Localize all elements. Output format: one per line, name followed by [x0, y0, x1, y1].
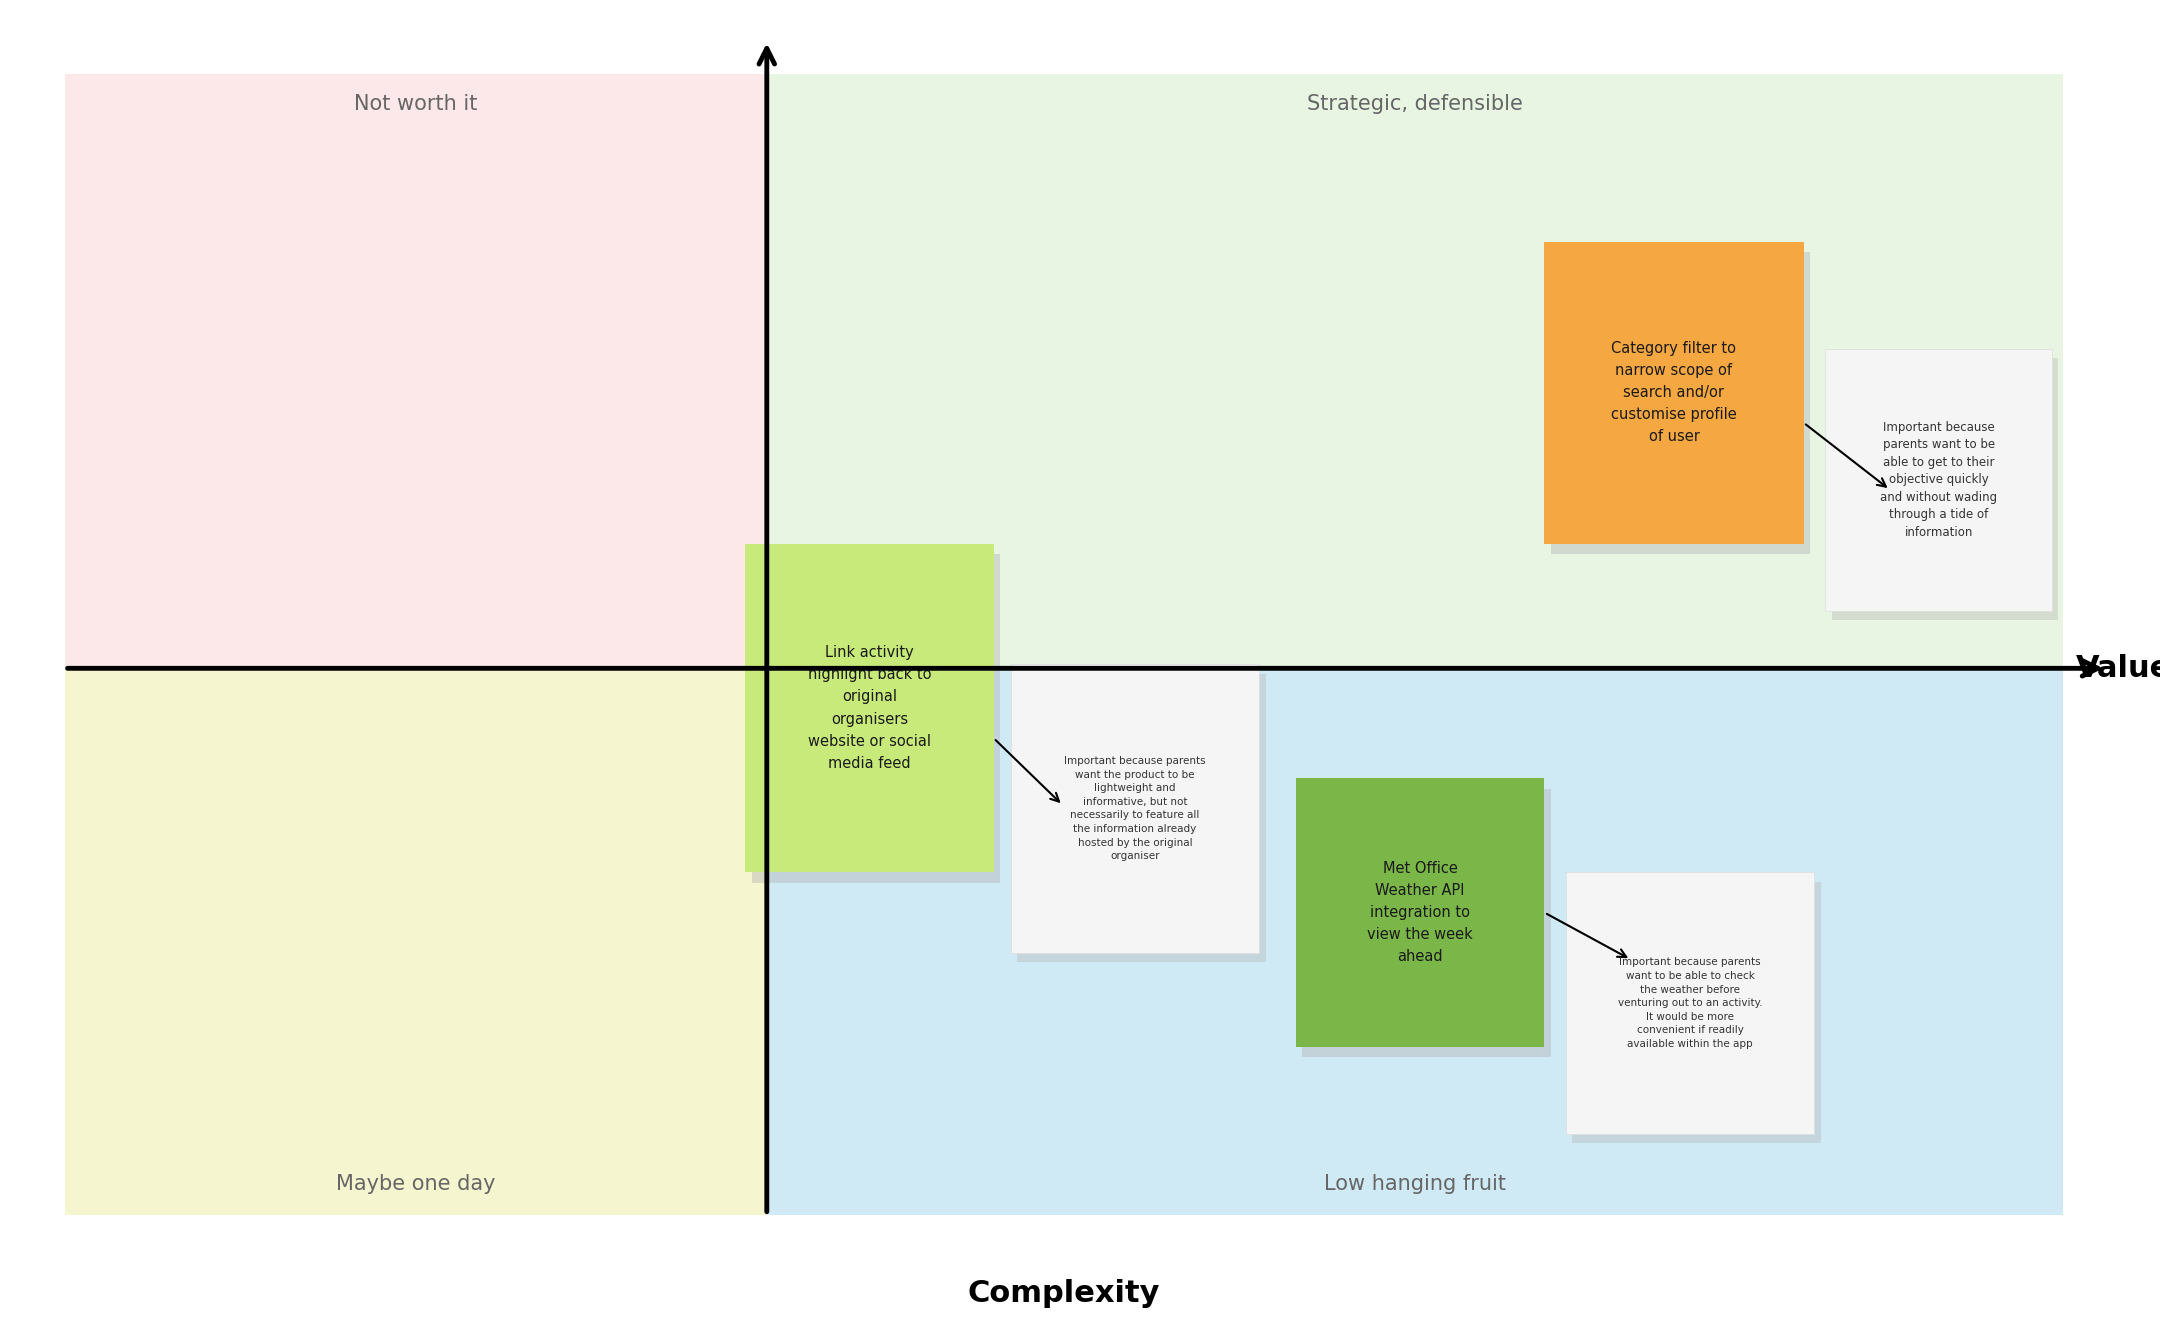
Bar	[1302, 789, 1551, 1057]
Text: Met Office
Weather API
integration to
view the week
ahead: Met Office Weather API integration to vi…	[1367, 860, 1473, 965]
Text: Important because parents
want the product to be
lightweight and
informative, bu: Important because parents want the produ…	[1065, 756, 1205, 862]
Text: Important because
parents want to be
able to get to their
objective quickly
and : Important because parents want to be abl…	[1879, 421, 1998, 538]
Text: Strategic, defensible: Strategic, defensible	[1307, 94, 1523, 114]
Bar	[1017, 674, 1266, 962]
Bar	[1544, 242, 1804, 544]
Text: Complexity: Complexity	[968, 1279, 1160, 1308]
Bar	[1572, 882, 1821, 1143]
Bar	[1551, 252, 1810, 554]
Text: Low hanging fruit: Low hanging fruit	[1324, 1174, 1506, 1194]
Bar	[1011, 664, 1259, 953]
Bar	[752, 554, 1000, 883]
Text: Important because parents
want to be able to check
the weather before
venturing : Important because parents want to be abl…	[1618, 957, 1763, 1049]
Bar	[1832, 358, 2058, 620]
Bar	[745, 544, 994, 872]
Bar	[65, 668, 767, 1215]
Text: Not worth it: Not worth it	[354, 94, 477, 114]
Bar	[1296, 778, 1544, 1047]
Bar	[767, 74, 2063, 668]
Bar	[65, 74, 767, 668]
Text: Category filter to
narrow scope of
search and/or
customise profile
of user: Category filter to narrow scope of searc…	[1611, 341, 1737, 444]
Text: Link activity
highlight back to
original
organisers
website or social
media feed: Link activity highlight back to original…	[808, 646, 931, 770]
Bar	[1825, 349, 2052, 611]
Bar	[1566, 872, 1814, 1134]
Text: Maybe one day: Maybe one day	[337, 1174, 495, 1194]
Text: Value: Value	[2076, 654, 2160, 683]
Bar	[767, 668, 2063, 1215]
